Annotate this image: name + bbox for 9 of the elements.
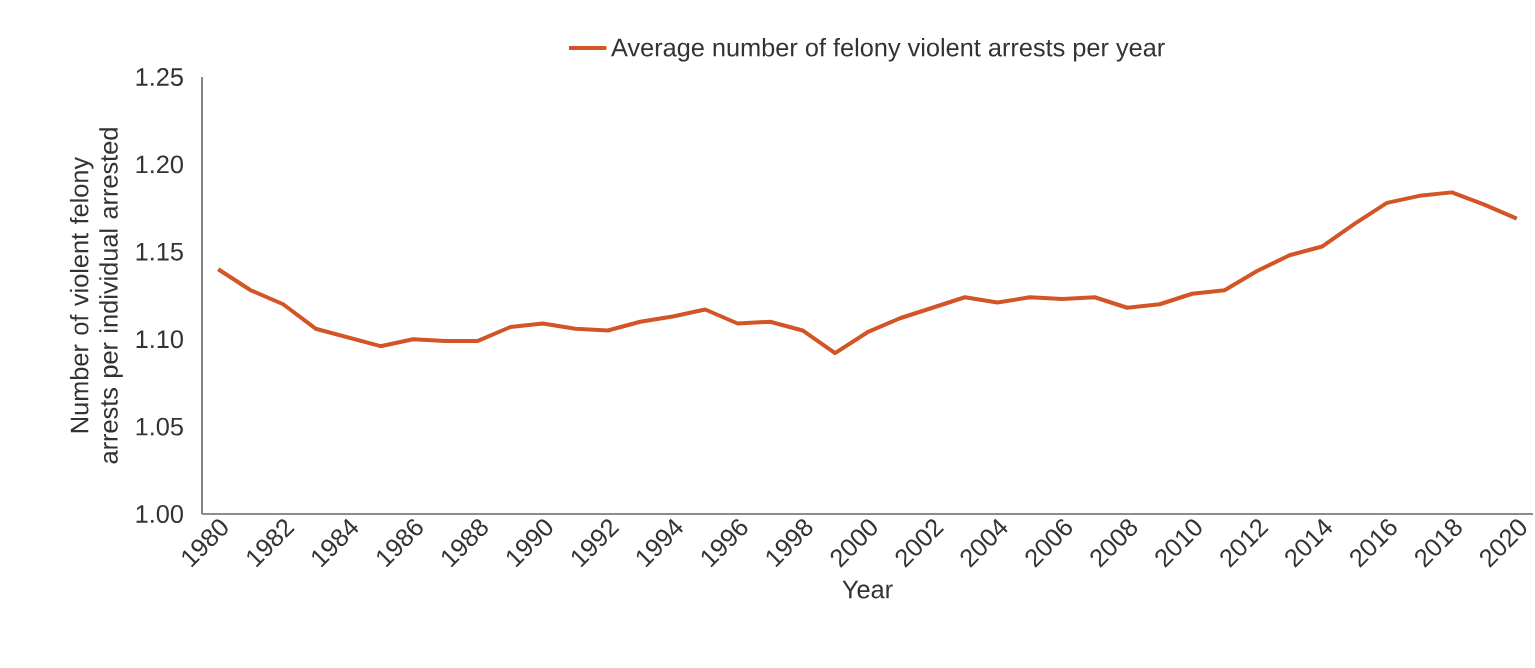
y-tick-label: 1.00 bbox=[136, 505, 183, 523]
y-tick-label: 1.10 bbox=[136, 330, 183, 349]
y-tick-label: 1.15 bbox=[136, 242, 183, 261]
legend-label: Average number of felony violent arrests per year bbox=[611, 37, 1165, 62]
y-axis-title: Number of violent felony arrests per individual arrested bbox=[69, 128, 123, 464]
x-axis-title: Year bbox=[842, 580, 893, 599]
y-tick-label: 1.25 bbox=[136, 68, 183, 86]
y-tick-label: 1.05 bbox=[136, 417, 183, 436]
y-tick-label: 1.20 bbox=[136, 155, 183, 174]
